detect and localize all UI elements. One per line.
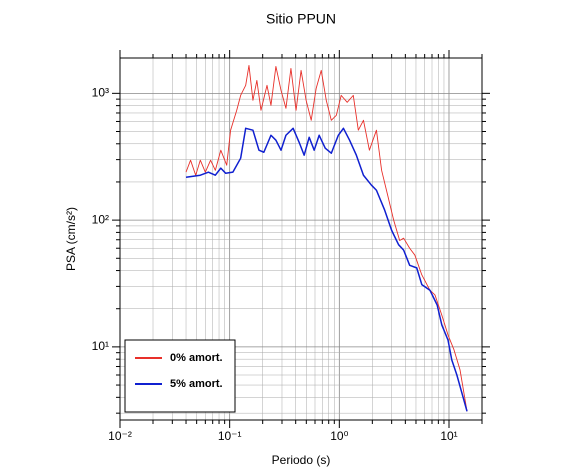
plot-frame — [119, 57, 483, 421]
y-axis-label: PSA (cm/s²) — [64, 207, 78, 271]
y-tick-label: 10³ — [92, 86, 109, 100]
x-tick-label: 10⁻¹ — [218, 429, 242, 443]
legend-label: 5% amort. — [170, 378, 223, 390]
series-line — [185, 127, 468, 412]
legend-label: 0% amort. — [170, 352, 223, 364]
x-tick-label: 10⁻² — [108, 429, 132, 443]
plot-area — [185, 64, 468, 412]
grid — [112, 50, 490, 428]
legend: 0% amort. 5% amort. — [124, 339, 236, 413]
legend-box — [124, 339, 236, 413]
x-tick-label: 10¹ — [440, 429, 457, 443]
series-line — [185, 64, 468, 412]
y-tick-label: 10² — [92, 212, 109, 226]
x-tick-label: 10⁰ — [330, 429, 348, 443]
x-axis-label: Periodo (s) — [272, 453, 331, 467]
y-tick-label: 10¹ — [92, 339, 109, 353]
chart-title: Sitio PPUN — [266, 11, 336, 27]
